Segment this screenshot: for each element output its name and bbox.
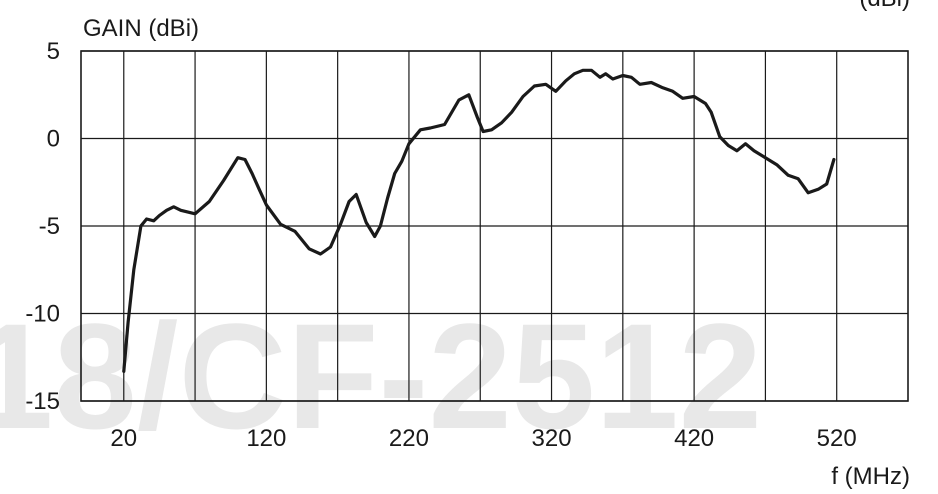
y-axis-label: GAIN (dBi): [83, 15, 199, 42]
x-tick-label: 320: [532, 425, 572, 452]
x-tick-label: 20: [110, 425, 137, 452]
gain-series-line: [122, 68, 836, 373]
y-tick-labels: 5 0 -5 -10 -15: [25, 38, 60, 415]
y-tick-label: 0: [47, 126, 60, 153]
x-axis-label: f (MHz): [831, 463, 910, 490]
y-tick-label: 5: [47, 38, 60, 65]
y-tick-label: -15: [25, 388, 60, 415]
x-tick-label: 520: [817, 425, 857, 452]
plot-frame: [80, 50, 909, 402]
x-tick-label: 420: [674, 425, 714, 452]
x-tick-label: 220: [389, 425, 429, 452]
y-tick-label: -5: [39, 213, 60, 240]
y-tick-label: -10: [25, 301, 60, 328]
x-tick-labels: 20 120 220 320 420 520: [110, 425, 856, 452]
x-tick-label: 120: [246, 425, 286, 452]
corner-unit-fragment: (dBi): [859, 0, 910, 12]
grid: [80, 50, 909, 402]
